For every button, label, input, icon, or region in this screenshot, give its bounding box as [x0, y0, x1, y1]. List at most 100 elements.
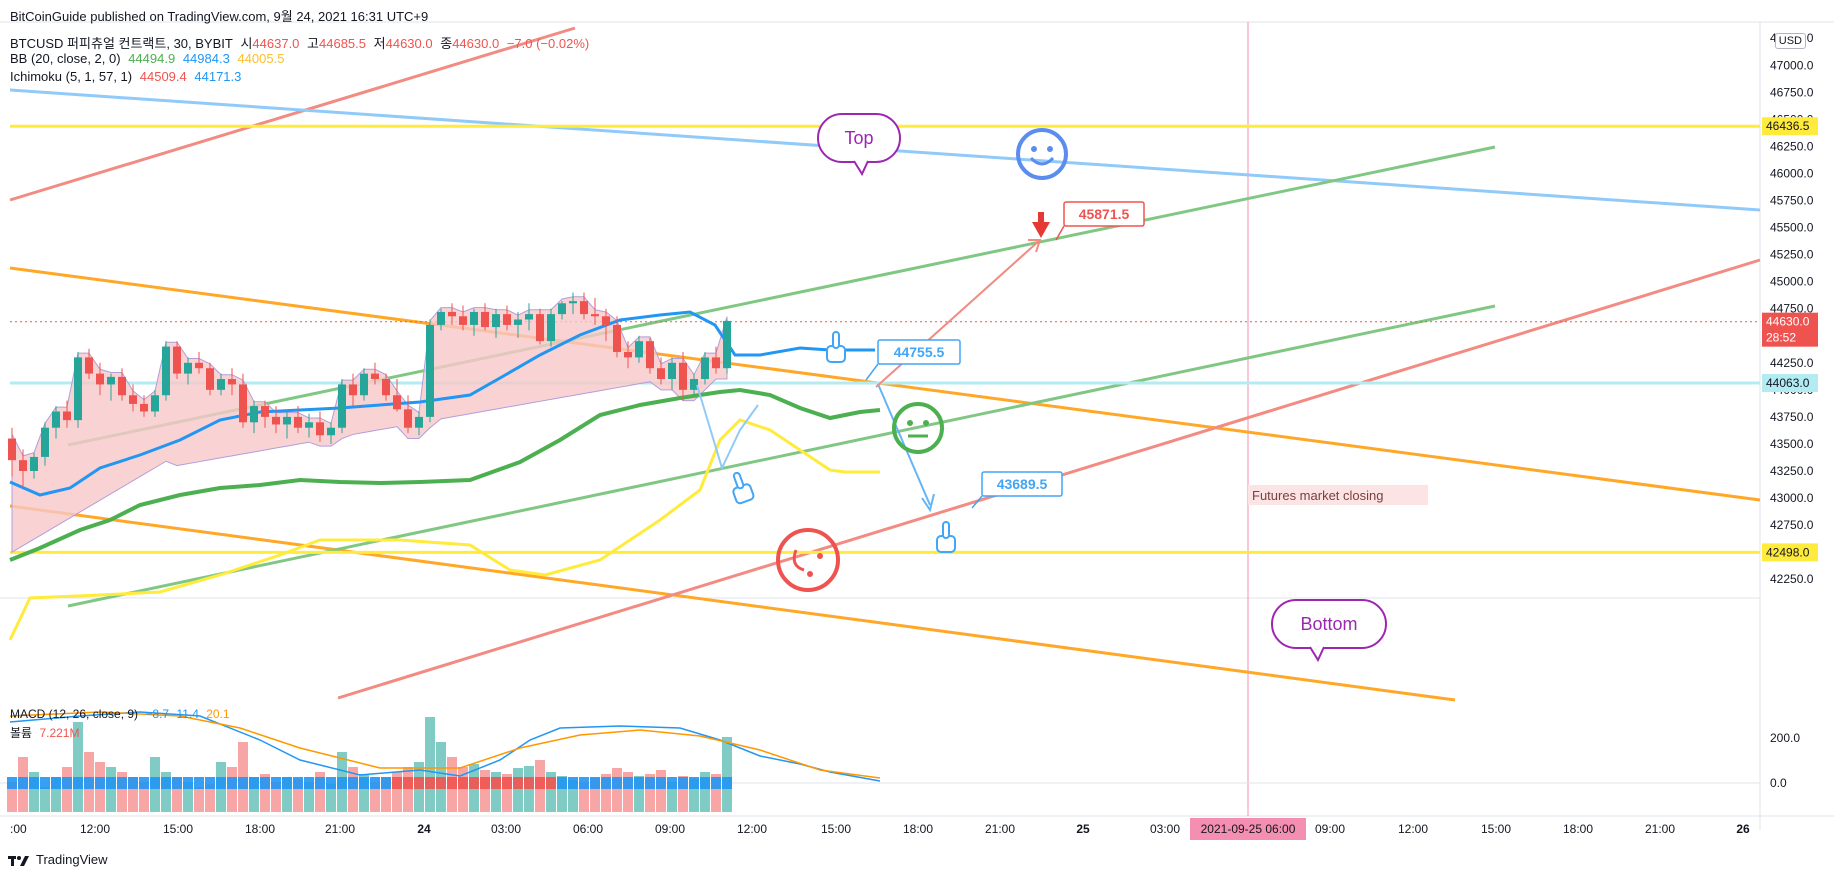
volume-bar — [700, 772, 710, 812]
ichimoku-v1: 44509.4 — [139, 69, 187, 84]
candle-body — [470, 311, 478, 325]
volume-bar — [205, 784, 215, 812]
macd-hist-bar — [183, 777, 193, 789]
volume-bar — [645, 774, 655, 812]
time-tick-label: 18:00 — [1563, 822, 1593, 836]
bottom-bubble-shape — [1271, 599, 1387, 649]
candle-body — [283, 416, 291, 425]
volume-bar — [315, 772, 325, 812]
candle-body — [382, 379, 390, 396]
volume-bar — [194, 787, 204, 812]
ohlc-close: 44630.0 — [452, 36, 500, 51]
volume-bar — [502, 774, 512, 812]
ichimoku-legend[interactable]: Ichimoku (5, 1, 57, 1) 44509.4 44171.3 — [10, 69, 245, 84]
volume-bar — [546, 772, 556, 812]
bb-label: BB (20, close, 2, 0) — [10, 51, 121, 66]
macd-hist-bar — [282, 777, 292, 789]
macd-signal: 20.1 — [206, 707, 230, 721]
price-tick-label: 42750.0 — [1770, 518, 1814, 532]
volume-legend[interactable]: 볼륨 7.221M — [10, 724, 83, 741]
macd-hist-bar — [293, 777, 303, 789]
volume-bar — [348, 767, 358, 812]
time-tick-label: 12:00 — [80, 822, 110, 836]
candle-body — [723, 320, 731, 369]
time-tick-label: 21:00 — [985, 822, 1015, 836]
volume-bar — [579, 782, 589, 812]
volume-bar — [678, 776, 688, 812]
neutral-face-icon-eye — [907, 420, 913, 426]
futures-note-bg — [1248, 485, 1428, 505]
macd-hist-bar — [161, 777, 171, 789]
candle-body — [151, 395, 159, 412]
time-axis: :00 12:00 15:00 18:00 21:00 24 03:00 06:00 09:00… — [10, 822, 1750, 836]
volume-bar — [513, 768, 523, 812]
macd-hist-bar — [227, 777, 237, 789]
macd-hist-bar — [370, 777, 380, 789]
macd-hist-bar — [128, 777, 138, 789]
volume-bar — [293, 779, 303, 812]
ohlc-low-label: 저 — [373, 36, 386, 51]
volume-bar — [29, 772, 39, 812]
macd-hist-bar — [326, 777, 336, 789]
macd-hist-bar — [194, 777, 204, 789]
bb-upper: 44984.3 — [182, 51, 230, 66]
macd-hist-bar — [238, 777, 248, 789]
time-tick-label: 21:00 — [325, 822, 355, 836]
macd-hist-bar — [205, 777, 215, 789]
time-tick-label: 21:00 — [1645, 822, 1675, 836]
price-tick-label: 45250.0 — [1770, 248, 1814, 262]
brand-name: TradingView — [36, 852, 108, 867]
volume-bar — [711, 774, 721, 812]
level-mid-pointer — [865, 363, 879, 381]
macd-hist-bar — [656, 777, 666, 789]
hand-pointer-down-icon-finger — [942, 521, 950, 539]
candle-body — [426, 324, 434, 417]
candle-body — [41, 427, 49, 457]
macd-hist-bar — [590, 777, 600, 789]
candle-body — [217, 379, 225, 390]
time-tick-label: 15:00 — [821, 822, 851, 836]
volume-bar — [282, 777, 292, 812]
candle-body — [360, 373, 368, 396]
macd-hist-bar — [84, 777, 94, 789]
macd-hist-bar — [62, 777, 72, 789]
macd-hist-bar — [73, 777, 83, 789]
currency-button[interactable]: USD — [1774, 33, 1806, 49]
macd-hist-bar — [722, 777, 732, 789]
candle-body — [547, 314, 555, 342]
macd-hist-bar — [557, 777, 567, 789]
price-tick-label: 46250.0 — [1770, 139, 1814, 153]
ichimoku-v2: 44171.3 — [194, 69, 242, 84]
time-tick-label: 18:00 — [903, 822, 933, 836]
footer-brand[interactable]: TradingView — [8, 852, 108, 867]
macd-hist-bar — [645, 777, 655, 789]
macd-hist-bar — [18, 777, 28, 789]
time-highlight-label: 2021-09-25 06:00 — [1201, 822, 1296, 836]
macd-hist-bar — [106, 777, 116, 789]
macd-hist-bar — [304, 777, 314, 789]
bb-legend[interactable]: BB (20, close, 2, 0) 44494.9 44984.3 440… — [10, 51, 288, 66]
macd-hist-bar — [359, 777, 369, 789]
volume-bar — [557, 776, 567, 812]
candle-body — [96, 373, 104, 385]
volume-bar — [403, 767, 413, 812]
bottom-bubble-tail — [1309, 646, 1325, 663]
candle-body — [173, 346, 181, 374]
price-tick-label: 44750.0 — [1770, 302, 1814, 316]
current-price-tag: 44630.0 — [1766, 315, 1810, 329]
macd-legend[interactable]: MACD (12, 26, close, 9) −8.7 11.4 20.1 — [10, 707, 234, 721]
time-tick-label: 12:00 — [737, 822, 767, 836]
candle-body — [624, 351, 632, 358]
symbol-name[interactable]: BTCUSD 퍼피츄얼 컨트랙트, 30, BYBIT — [10, 36, 233, 51]
volume-label: 볼륨 — [10, 726, 33, 740]
volume-bar — [612, 768, 622, 812]
volume-bar — [139, 782, 149, 812]
candle-body — [261, 406, 269, 417]
macd-hist-bar — [271, 777, 281, 789]
red-marker-stem — [1038, 212, 1044, 224]
macd-hist-bar — [480, 777, 490, 789]
candle-body — [8, 438, 16, 461]
macd-hist-bar — [623, 777, 633, 789]
time-tick-label: 12:00 — [1398, 822, 1428, 836]
